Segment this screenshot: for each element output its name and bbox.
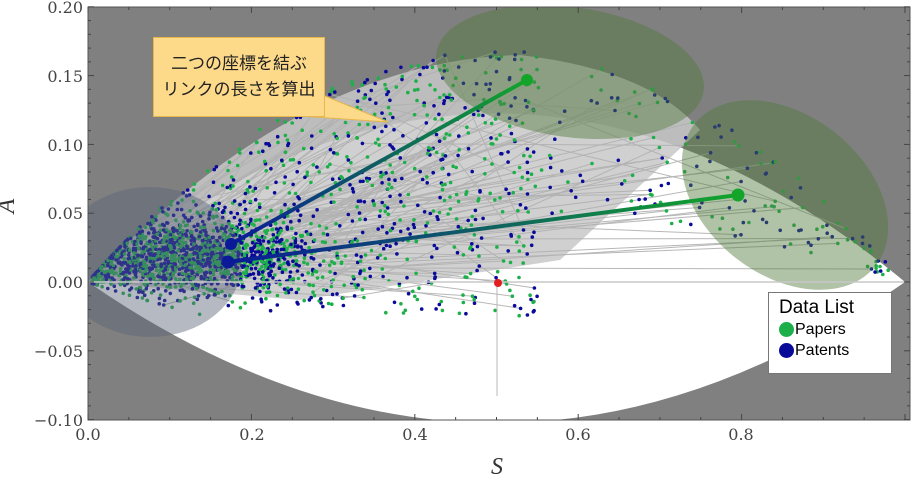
y-tick-label: −0.10 (34, 411, 83, 430)
y-tick-label: 0.05 (47, 204, 83, 223)
y-tick-label: 0.10 (47, 136, 83, 155)
data-points (90, 50, 890, 318)
legend-item-papers: Papers (779, 319, 891, 340)
legend-title: Data List (779, 297, 854, 318)
cluster-ellipse (88, 187, 242, 337)
x-tick-label: 0.4 (402, 425, 427, 444)
annotation-callout: 二つの座標を結ぶ リンクの長さを算出 (153, 37, 325, 117)
patents-marker-icon (779, 343, 794, 358)
y-tick-label: 0.20 (47, 0, 83, 17)
upper-green-ellipse (436, 7, 704, 140)
link1-start (225, 238, 237, 250)
legend-label: Patents (795, 342, 850, 359)
legend-label: Papers (795, 321, 846, 338)
x-tick-label: 0.0 (75, 425, 100, 444)
link2-start (221, 255, 235, 269)
red-point (494, 279, 502, 287)
highlight-link-2 (227, 193, 739, 264)
right-green-ellipse (681, 100, 889, 290)
papers-marker-icon (779, 322, 794, 337)
x-axis-title: S (491, 454, 503, 480)
link2-end (731, 188, 745, 202)
y-axis-labels: 0.20 0.15 0.10 0.05 0.00 −0.05 −0.10 (34, 0, 83, 430)
y-axis-title: A (0, 198, 20, 215)
axis-ticks (87, 6, 910, 421)
x-axis-labels: 0.0 0.2 0.4 0.6 0.8 (75, 425, 753, 444)
y-tick-label: 0.00 (47, 273, 83, 292)
x-tick-label: 0.8 (728, 425, 753, 444)
y-tick-label: 0.15 (47, 67, 83, 86)
y-tick-label: −0.05 (34, 342, 83, 361)
callout-line-1: 二つの座標を結ぶ (171, 54, 307, 74)
legend-item-patents: Patents (779, 340, 891, 361)
x-tick-label: 0.2 (239, 425, 264, 444)
highlight-link-1 (230, 78, 528, 246)
x-tick-label: 0.6 (565, 425, 590, 444)
callout-line-2: リンクの長さを算出 (162, 80, 316, 100)
link1-end (521, 74, 533, 86)
legend: Data List Papers Patents (768, 292, 892, 374)
